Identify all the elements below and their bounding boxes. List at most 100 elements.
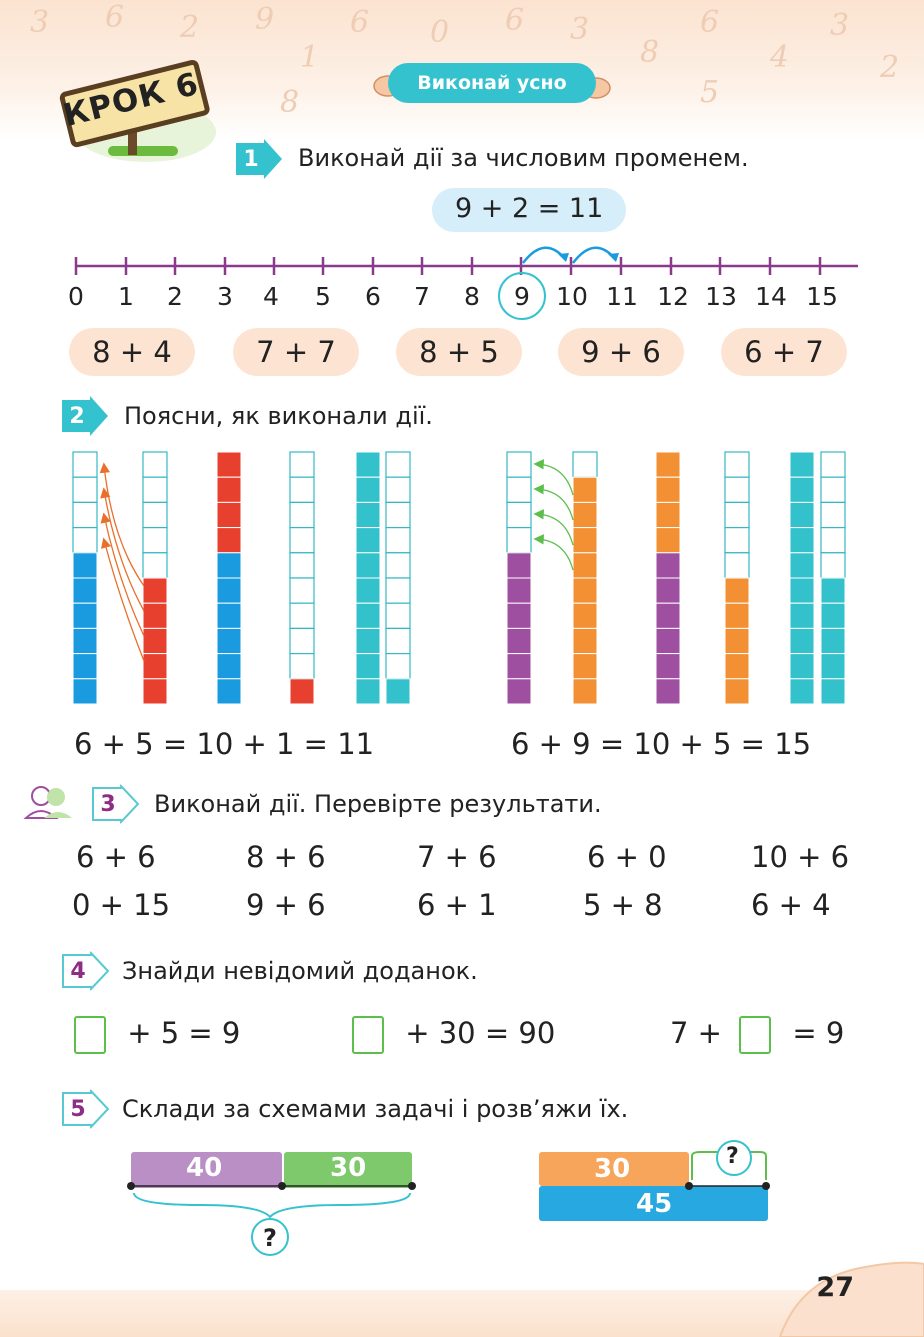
frame-cell: [506, 526, 532, 554]
tick-label: 11: [606, 282, 638, 311]
frame-cell: [216, 476, 242, 503]
badge-arrow-icon: [264, 139, 282, 179]
tick-label: 8: [464, 282, 480, 311]
frame-cell: [355, 678, 381, 705]
task3-number: 3: [92, 787, 122, 821]
frame-cell: [820, 552, 846, 579]
frame-cell: [572, 476, 598, 503]
tick-label: 5: [315, 282, 331, 311]
frame-cell: [724, 678, 750, 705]
frame-cell: [385, 627, 411, 655]
frame-cell: [355, 552, 381, 579]
frame-cell: [355, 627, 381, 655]
frame-cell: [572, 552, 598, 579]
tick-label: 7: [414, 282, 430, 311]
frame-cell: [724, 501, 750, 529]
frame-cell: [572, 678, 598, 705]
answer-box[interactable]: [739, 1016, 772, 1054]
scheme-1: [127, 1152, 416, 1256]
page-number: 27: [816, 1272, 854, 1303]
frame-cell: [724, 451, 750, 478]
badge-arrow-icon: [90, 951, 110, 991]
frame-cell: [724, 627, 750, 655]
frame-cell: [72, 627, 98, 655]
frame-cell: [72, 552, 98, 579]
frame-cell: [789, 653, 815, 680]
frame-cell: [572, 501, 598, 529]
frame-cell: [506, 577, 532, 604]
frame-cell: [724, 602, 750, 629]
expression: 6 + 6: [76, 840, 156, 874]
scheme-2: [539, 1140, 770, 1221]
frame-cell: [142, 602, 168, 629]
expression: 9 + 6: [246, 888, 326, 922]
scheme2-total: 45: [636, 1189, 673, 1219]
frame-cell: [72, 476, 98, 504]
frame-cell: [385, 653, 411, 680]
expression: 0 + 15: [72, 888, 171, 922]
frame-cell: [506, 552, 532, 579]
tick-label: 0: [68, 282, 84, 311]
frame-cell: [820, 526, 846, 554]
expression: 8 + 6: [246, 840, 326, 874]
frame-cell: [572, 451, 598, 478]
frame-cell: [820, 627, 846, 655]
frame-cell: [655, 501, 681, 529]
number-line: [74, 246, 858, 320]
answer-box[interactable]: [74, 1016, 106, 1054]
frame-cell: [289, 476, 315, 504]
frame-cell: [385, 552, 411, 579]
frame-cell: [820, 451, 846, 478]
frame-cell: [142, 501, 168, 529]
missing-addend-equation-3: 7 + = 9: [670, 1016, 844, 1054]
task4-text: Знайди невідомий доданок.: [122, 957, 478, 985]
frame-cell: [142, 526, 168, 554]
tick-label: 14: [755, 282, 787, 311]
frame-cell: [142, 627, 168, 655]
scheme2-part1: 30: [594, 1154, 631, 1184]
badge-arrow-icon: [90, 1089, 110, 1129]
frame-cell: [216, 527, 242, 554]
frame-cell: [655, 577, 681, 604]
task5-number: 5: [62, 1092, 92, 1126]
frame-cell: [72, 577, 98, 604]
task4-number: 4: [62, 954, 92, 988]
missing-addend-equation-2: + 30 = 90: [352, 1016, 555, 1054]
frame-cell: [506, 602, 532, 629]
frame-cell: [572, 653, 598, 680]
footer-background: [0, 1261, 924, 1337]
tick-label: 13: [705, 282, 737, 311]
frame-cell: [385, 476, 411, 504]
frame-cell: [789, 627, 815, 655]
frame-cell: [216, 577, 242, 604]
frame-cell: [655, 552, 681, 579]
frame-cell: [789, 602, 815, 629]
frame-cell: [289, 653, 315, 680]
frame-cell: [355, 602, 381, 629]
equation-text: + 30 = 90: [405, 1016, 556, 1050]
task2-equation-right: 6 + 9 = 10 + 5 = 15: [511, 727, 812, 761]
tick-label-highlighted: 9: [514, 282, 530, 311]
cloud-expression: 7 + 7: [233, 328, 359, 376]
frame-cell: [289, 577, 315, 604]
frame-cell: [289, 501, 315, 529]
frame-cell: [72, 451, 98, 478]
frame-cell: [216, 501, 242, 529]
frame-cell: [655, 476, 681, 503]
frame-cell: [72, 602, 98, 629]
frame-cell: [216, 552, 242, 579]
tick-label: 2: [167, 282, 183, 311]
equation-text: = 9: [792, 1016, 845, 1050]
equation-text: + 5 = 9: [127, 1016, 241, 1050]
frame-cell: [724, 653, 750, 680]
frame-cell: [142, 653, 168, 680]
frame-cell: [572, 577, 598, 604]
task1-number: 1: [236, 143, 266, 175]
frame-cell: [789, 501, 815, 529]
frame-cell: [289, 602, 315, 629]
frame-cell: [655, 627, 681, 655]
frame-cell: [289, 451, 315, 478]
frame-cell: [506, 653, 532, 680]
answer-box[interactable]: [352, 1016, 384, 1054]
frame-cell: [572, 602, 598, 629]
